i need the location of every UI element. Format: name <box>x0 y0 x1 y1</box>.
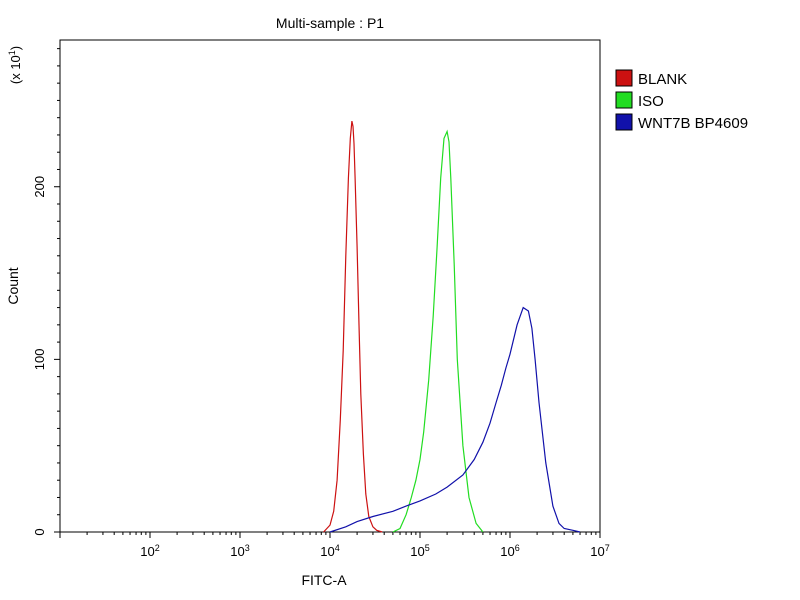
series-line-wnt7b-bp4609 <box>329 306 581 533</box>
x-tick-label: 106 <box>500 543 519 559</box>
y-tick-label: 100 <box>32 349 47 371</box>
x-tick-base: 10 <box>230 544 244 559</box>
x-tick-exp: 6 <box>515 543 520 553</box>
x-tick-exp: 4 <box>335 543 340 553</box>
y-axis-ticks: 0 100 200 <box>32 48 60 536</box>
x-tick-exp: 3 <box>245 543 250 553</box>
y-tick-label: 0 <box>32 528 47 535</box>
x-tick-label: 105 <box>410 543 429 559</box>
x-tick-label: 102 <box>140 543 159 559</box>
series-line-blank <box>323 120 383 533</box>
legend-label: WNT7B BP4609 <box>638 115 748 132</box>
x-tick-label: 104 <box>320 543 339 559</box>
x-tick-label: 107 <box>590 543 609 559</box>
y-axis-label: Count <box>5 267 21 304</box>
x-tick-label: 103 <box>230 543 249 559</box>
x-tick-exp: 5 <box>425 543 430 553</box>
legend-swatch <box>615 69 633 87</box>
series-layer <box>323 120 581 533</box>
legend-label: BLANK <box>638 71 687 88</box>
x-axis-label: FITC-A <box>301 572 347 588</box>
y-multiplier-prefix: (x 10 <box>8 55 23 84</box>
legend: BLANK ISO WNT7B BP4609 <box>615 69 748 132</box>
svg-text:(x 101): (x 101) <box>7 46 23 84</box>
x-tick-base: 10 <box>500 544 514 559</box>
x-tick-base: 10 <box>410 544 424 559</box>
y-multiplier-close: ) <box>8 46 23 50</box>
y-tick-label: 200 <box>32 176 47 198</box>
y-multiplier-label: (x 101) <box>7 46 23 84</box>
x-axis-ticks: 102 103 104 105 106 107 <box>59 532 610 559</box>
plot-frame <box>59 39 601 533</box>
legend-label: ISO <box>638 93 664 110</box>
x-tick-base: 10 <box>590 544 604 559</box>
legend-swatch <box>615 91 633 109</box>
x-tick-base: 10 <box>320 544 334 559</box>
series-line-iso <box>392 129 484 533</box>
x-tick-exp: 2 <box>155 543 160 553</box>
y-multiplier-exp: 1 <box>7 50 17 55</box>
legend-swatch <box>615 113 633 131</box>
x-tick-exp: 7 <box>605 543 610 553</box>
x-tick-base: 10 <box>140 544 154 559</box>
chart-title: Multi-sample : P1 <box>276 15 384 31</box>
